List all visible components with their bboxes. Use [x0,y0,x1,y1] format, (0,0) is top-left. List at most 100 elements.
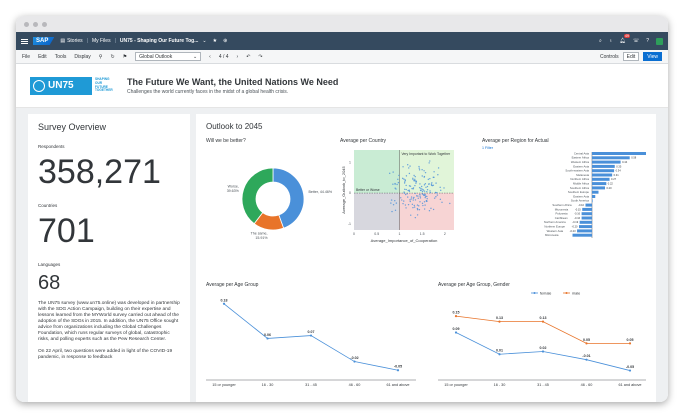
minimize-window-dot[interactable] [33,21,38,27]
x-tick-label: 0 [353,232,355,236]
breadcrumb-myfiles[interactable]: My Files [91,38,111,44]
scatter-point [391,210,393,213]
view-mode-button[interactable]: View [643,52,662,61]
scatter-point [411,203,414,206]
story-title[interactable]: UN75 - Shaping Our Future Tog... [119,38,199,44]
menu-icon[interactable] [21,38,28,44]
notifications-icon[interactable]: 🔔︎ 49 [619,34,630,44]
scatter-point [416,209,419,211]
window-titlebar [16,16,668,32]
zoom-window-dot[interactable] [42,21,47,27]
scatter-point [443,187,445,189]
scatter-point [409,200,411,203]
scatter-point [439,198,442,201]
scatter-point [430,207,432,210]
bar-value-label: 0.31 [614,173,620,177]
scatter-point [423,208,426,210]
avatar[interactable] [656,37,663,45]
scatter-point [449,202,451,205]
chat-icon[interactable]: ☏ [632,38,640,44]
y-tick-label: -1 [348,222,351,226]
data-point [309,334,313,337]
close-window-dot[interactable] [24,21,29,27]
scatter-point [418,169,421,171]
scatter-point [417,197,419,199]
scatter-point [429,177,431,180]
scatter-point [421,190,424,193]
next-page-icon[interactable]: › [236,53,239,60]
edit-menu[interactable]: Edit [38,53,47,60]
bar-category-label: Eastern Africa [572,156,590,160]
quadrant-bg [399,193,454,230]
file-menu[interactable]: File [22,53,31,60]
search-icon[interactable]: ⌕ [599,38,602,44]
help-icon[interactable]: ? [646,38,649,44]
data-label: 0.02 [540,346,547,350]
scatter-point [436,194,439,196]
star-icon[interactable]: ★ [212,38,218,44]
age-line-chart-title: Average per Age Group [206,282,259,288]
data-label: -0.05 [626,365,634,369]
bookmark-icon[interactable]: ⚑ [122,53,128,60]
bar [592,177,610,181]
series-line [223,303,399,371]
bar-category-label: Southern Europe [568,190,590,194]
bar [579,225,592,229]
scatter-point [406,193,408,195]
scatter-point [426,195,428,198]
bar-value-label: 0.20 [607,186,613,190]
scatter-point [397,181,400,184]
scatter-point [408,190,411,193]
add-icon[interactable]: ⊕ [223,38,228,44]
data-point [498,353,501,356]
chevron-down-icon[interactable]: ⌄ [202,38,207,44]
bar-value-label: 0.35 [616,164,622,168]
edit-mode-button[interactable]: Edit [622,52,640,61]
scatter-point [419,193,421,196]
countries-label: Countries [38,203,58,208]
scatter-point [418,205,420,207]
undo-icon[interactable]: ↶ [246,53,251,60]
page-select[interactable]: Global Outlook ⌄ [135,52,202,61]
redo-icon[interactable]: ↷ [258,53,263,60]
scatter-point [408,185,411,187]
scatter-point [416,214,419,216]
scatter-point [424,171,427,174]
scatter-point [414,175,416,178]
scatter-point [415,182,417,184]
x-tick-label: 0.5 [374,232,379,236]
prev-page-icon[interactable]: ‹ [209,53,211,60]
tools-menu[interactable]: Tools [54,53,67,60]
bar [592,164,615,168]
data-point [454,315,458,318]
refresh-icon[interactable]: ↻ [110,53,115,60]
scatter-point [426,189,429,191]
story-header: UN75 SHAPING OUR FUTURE TOGETHER The Fut… [16,64,668,108]
x-tick-label: 46 - 60 [349,383,361,387]
bar-value-label: -0.23 [570,229,576,233]
scatter-point [429,160,431,162]
logo-tagline: SHAPING OUR FUTURE TOGETHER [95,78,115,92]
bar-category-label: Eastern Asia [573,194,589,198]
scatter-point [423,170,425,172]
x-tick-label: 31 - 45 [305,383,317,387]
scatter-point [409,165,411,167]
app-window: SAP ▤ Stories | My Files | UN75 - Shapin… [16,16,668,402]
x-tick-label: 61 and above [386,383,409,387]
lightbulb-icon[interactable]: ♁ [608,38,613,44]
scatter-point [412,197,415,199]
display-menu[interactable]: Display [74,53,91,60]
scatter-point [411,187,413,190]
filter-icon[interactable]: ⚲ [98,53,103,60]
bar-value-label: -0.19 [572,220,578,224]
sap-logo[interactable]: SAP [33,37,55,45]
breadcrumb-stories[interactable]: Stories [67,38,83,44]
scatter-point [401,177,404,180]
controls-button[interactable]: Controls [600,53,619,60]
scatter-point [413,179,415,182]
scatter-point [419,201,421,203]
scatter-point [423,190,426,192]
scatter-point [404,193,407,196]
x-tick-label: 46 - 60 [581,383,593,387]
data-point [498,320,501,323]
